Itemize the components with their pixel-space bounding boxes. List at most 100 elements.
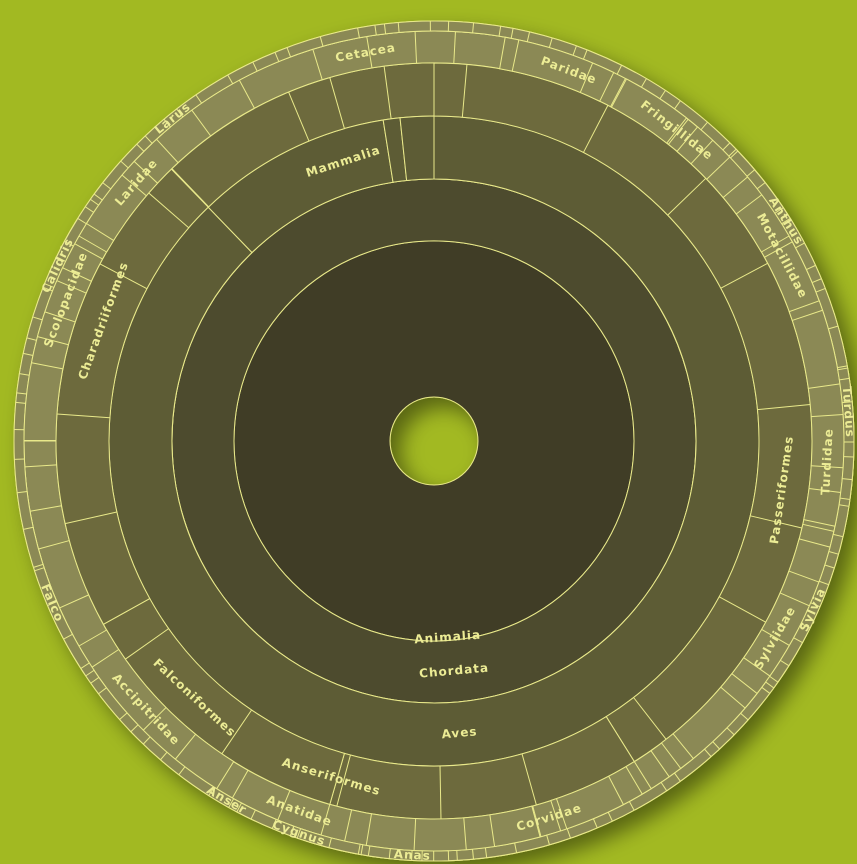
species-divider — [252, 61, 258, 72]
species-divider — [42, 286, 53, 292]
genus-divider — [413, 818, 417, 851]
segment-laridae[interactable] — [78, 160, 159, 253]
species-divider — [756, 182, 766, 190]
genus-divider — [365, 813, 372, 846]
species-divider — [700, 121, 708, 131]
genus-divider — [743, 657, 771, 677]
species-divider — [102, 182, 111, 190]
genus-divider — [667, 118, 689, 145]
species-divider — [98, 687, 107, 695]
genus-divider — [579, 62, 594, 93]
genus-divider — [811, 465, 844, 469]
genus-divider — [453, 31, 456, 64]
segment-class-unnamed[interactable] — [399, 115, 435, 181]
label-turdus: Turdus — [840, 386, 857, 438]
species-divider — [607, 811, 613, 822]
segment-corvidae[interactable] — [550, 760, 652, 832]
species-divider — [674, 772, 681, 782]
species-divider — [176, 108, 184, 118]
segment-scolopacidae[interactable] — [23, 267, 93, 442]
family-divider — [221, 709, 252, 755]
species-divider — [660, 782, 668, 791]
species-divider — [628, 801, 635, 811]
species-divider — [328, 837, 332, 848]
segment-accipitridae[interactable] — [78, 629, 235, 790]
species-divider — [712, 741, 720, 750]
species-divider — [130, 724, 139, 733]
family-divider — [583, 105, 609, 153]
genus-divider — [808, 383, 841, 389]
genus-divider — [238, 79, 255, 109]
species-divider — [16, 392, 27, 395]
genus-divider — [31, 362, 64, 370]
species-divider — [388, 848, 391, 859]
species-divider — [33, 563, 44, 568]
segment-cetacea[interactable] — [170, 77, 346, 208]
family-divider — [288, 91, 310, 142]
label-aves: Aves — [441, 724, 478, 741]
genus-divider — [672, 733, 694, 759]
species-divider — [160, 751, 168, 761]
species-divider — [250, 809, 256, 820]
species-divider — [780, 659, 790, 667]
genus-divider — [191, 109, 212, 137]
segment-paridae[interactable] — [610, 78, 688, 144]
genus-divider — [277, 790, 291, 821]
segment-falco[interactable] — [33, 567, 95, 677]
species-divider — [838, 504, 849, 507]
species-divider — [271, 819, 277, 829]
family-divider — [171, 168, 210, 208]
species-divider — [17, 490, 28, 494]
genus-divider — [463, 817, 467, 850]
genus-divider — [764, 241, 793, 258]
genus-divider — [142, 707, 167, 731]
species-divider — [769, 675, 779, 683]
species-divider — [119, 712, 128, 720]
label-turdidae: Turdidae — [818, 428, 835, 496]
species-divider — [800, 623, 811, 629]
genus-divider — [720, 686, 746, 709]
species-divider — [824, 564, 835, 569]
species-divider — [142, 736, 151, 745]
family-divider — [718, 596, 766, 623]
genus-divider — [650, 750, 670, 778]
genus-divider — [59, 594, 89, 609]
family-divider — [336, 754, 351, 807]
species-divider — [828, 325, 839, 330]
genus-divider — [37, 336, 69, 346]
ring-kingdom[interactable] — [233, 240, 635, 642]
segment-anatidae[interactable] — [320, 803, 541, 852]
species-divider — [383, 23, 387, 34]
genus-divider — [29, 505, 62, 512]
genus-divider — [511, 39, 520, 72]
segment-larus[interactable] — [93, 118, 172, 201]
species-divider — [472, 22, 475, 33]
species-divider — [289, 826, 295, 836]
species-divider — [144, 135, 153, 144]
genus-divider — [792, 309, 823, 321]
segment-fringillidae[interactable] — [499, 36, 615, 102]
species-divider — [90, 676, 100, 684]
species-divider — [546, 835, 550, 845]
genus-divider — [735, 194, 763, 215]
species-divider — [357, 27, 360, 38]
species-divider — [842, 478, 853, 481]
label-anas: Anas — [393, 847, 431, 863]
genus-divider — [74, 243, 103, 260]
species-divider — [26, 337, 37, 341]
species-divider — [592, 818, 598, 829]
genus-divider — [706, 156, 731, 180]
genus-divider — [86, 223, 114, 241]
species-divider — [806, 264, 816, 270]
species-divider — [85, 206, 94, 213]
species-divider — [56, 256, 66, 262]
family-divider — [383, 66, 392, 119]
segment-turdus[interactable] — [837, 367, 855, 501]
species-divider — [793, 637, 803, 644]
species-divider — [319, 36, 324, 47]
species-divider — [23, 352, 34, 356]
species-divider — [761, 686, 771, 694]
species-divider — [815, 287, 826, 293]
species-divider — [397, 22, 400, 33]
family-divider — [750, 515, 802, 529]
